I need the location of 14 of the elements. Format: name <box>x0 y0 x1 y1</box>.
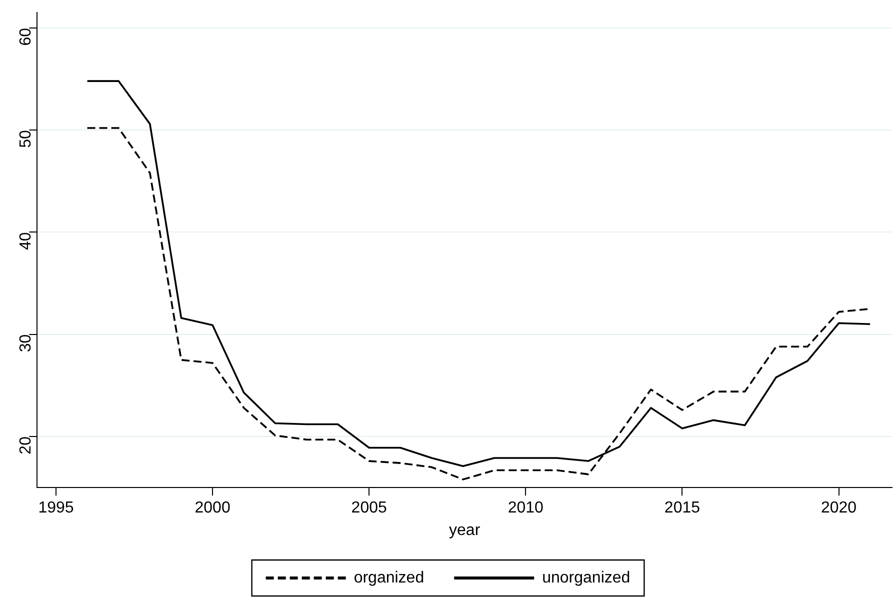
x-tick-label: 1995 <box>38 500 74 517</box>
y-tick-label: 40 <box>18 232 35 250</box>
y-tick-label: 30 <box>18 334 35 352</box>
x-tick-label: 2005 <box>351 500 387 517</box>
y-tick-label: 50 <box>18 130 35 148</box>
x-axis-title: year <box>449 522 481 539</box>
x-tick-label: 2020 <box>820 500 857 517</box>
legend-label: organized <box>354 569 424 586</box>
y-tick-label: 60 <box>18 28 35 46</box>
x-tick-label: 2000 <box>194 500 230 517</box>
y-tick-label: 20 <box>18 436 35 454</box>
x-tick-label: 2010 <box>508 500 544 517</box>
legend-label: unorganized <box>542 569 630 586</box>
x-tick-label: 2015 <box>664 500 700 517</box>
